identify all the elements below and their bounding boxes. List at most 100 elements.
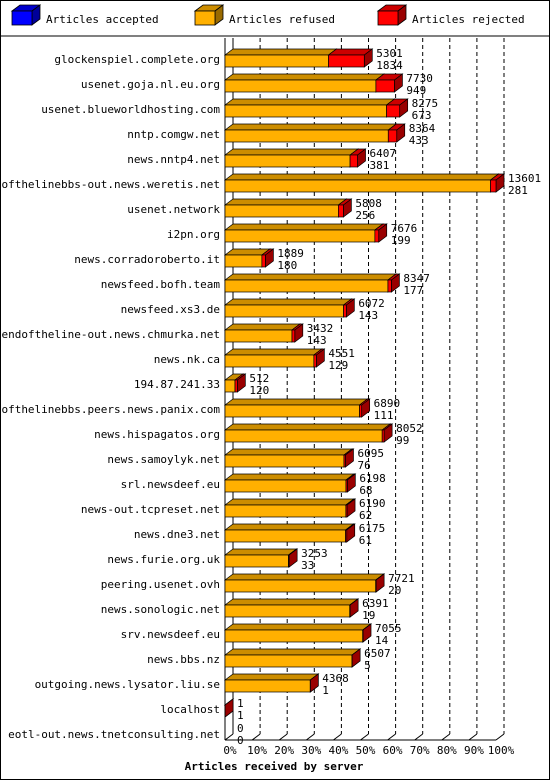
bar-refused <box>224 679 311 693</box>
rejected-value-label: 673 <box>412 109 432 122</box>
bar-refused <box>224 154 351 168</box>
bar-refused-top <box>223 598 359 606</box>
bar-rejected <box>345 479 348 493</box>
rejected-value-label: 1 <box>237 709 244 722</box>
bar-rejected <box>291 329 296 343</box>
x-tick-label: 90% <box>464 744 484 757</box>
rejected-value-label: 1834 <box>376 59 403 72</box>
bar-rejected <box>313 354 317 368</box>
rejected-value-label: 120 <box>249 384 269 397</box>
server-label: i2pn.org <box>167 228 220 241</box>
refused-value-label: 0 <box>237 722 244 735</box>
rejected-value-label: 180 <box>277 259 297 272</box>
x-tick-label: 80% <box>437 744 457 757</box>
bar-refused <box>224 104 387 118</box>
bar-refused <box>224 479 347 493</box>
bar-rejected <box>338 204 344 218</box>
x-tick <box>251 733 261 741</box>
legend-swatch <box>11 10 33 26</box>
bar-rejected <box>381 429 385 443</box>
refused-value-label: 8275 <box>412 97 439 110</box>
bar-rejected <box>328 54 365 68</box>
server-label: news.hispagatos.org <box>94 428 220 441</box>
rejected-value-label: 177 <box>403 284 423 297</box>
server-label: localhost <box>160 703 220 716</box>
server-label: eotl-out.news.tnetconsulting.net <box>8 728 220 741</box>
rejected-value-label: 20 <box>388 584 401 597</box>
bar-refused-top <box>223 298 353 306</box>
x-axis: 0% 10% 20% 30% 40% 50% 60% 70% 80% 90% 100% <box>223 733 515 757</box>
x-tick <box>414 733 424 741</box>
server-label: endofthelinebbs.peers.news.panix.com <box>0 403 220 416</box>
bar-refused-top <box>223 498 355 506</box>
refused-value-label: 3432 <box>307 322 334 335</box>
bar-rejected <box>345 504 348 518</box>
bar-refused <box>224 554 289 568</box>
refused-value-label: 6095 <box>357 447 384 460</box>
x-tick-label: 10% <box>247 744 267 757</box>
server-label: news.nk.ca <box>154 353 220 366</box>
refused-value-label: 8364 <box>409 122 436 135</box>
refused-value-label: 1 <box>237 697 244 710</box>
rejected-value-label: 1 <box>322 684 329 697</box>
rejected-value-label: 143 <box>307 334 327 347</box>
x-axis-title: Articles received by server <box>185 760 364 773</box>
bar-refused-top <box>223 523 355 531</box>
server-label: usenet.goja.nl.eu.org <box>81 78 220 91</box>
bar-refused-top <box>223 323 302 331</box>
bar-rejected <box>261 254 266 268</box>
bar-refused <box>224 279 389 293</box>
refused-value-label: 7676 <box>391 222 418 235</box>
x-tick-label: 70% <box>410 744 430 757</box>
x-tick <box>387 733 396 741</box>
rejected-value-label: 111 <box>374 409 394 422</box>
legend-label: Articles rejected <box>412 13 525 26</box>
bar-refused-top <box>223 273 397 281</box>
refused-value-label: 6190 <box>359 497 386 510</box>
rejected-value-label: 129 <box>328 359 348 372</box>
rejected-value-label: 99 <box>396 434 409 447</box>
server-label: endofthelinebbs-out.news.weretis.net <box>0 178 220 191</box>
server-label: usenet.network <box>127 203 220 216</box>
bar-rejected <box>359 404 363 418</box>
refused-value-label: 7055 <box>375 622 402 635</box>
refused-value-label: 8347 <box>403 272 430 285</box>
bar-refused <box>224 454 345 468</box>
bar-refused-top <box>223 623 372 631</box>
bar-rejected <box>288 554 290 568</box>
bar-refused <box>224 404 360 418</box>
rejected-value-label: 381 <box>370 159 390 172</box>
server-label: newsfeed.bofh.team <box>101 278 221 291</box>
server-label: outgoing.news.lysator.liu.se <box>35 678 220 691</box>
refused-value-label: 7730 <box>406 72 433 85</box>
bar-refused <box>224 354 315 368</box>
bar-refused-top <box>223 398 369 406</box>
rejected-value-label: 62 <box>359 509 372 522</box>
bar-refused-top <box>223 648 362 656</box>
x-tick <box>333 733 342 741</box>
refused-value-label: 512 <box>249 372 269 385</box>
refused-value-label: 6507 <box>364 647 391 660</box>
refused-value-label: 6407 <box>370 147 397 160</box>
bar-rejected <box>387 129 398 143</box>
server-label: usenet.blueworldhosting.com <box>41 103 220 116</box>
server-label: glockenspiel.complete.org <box>54 53 220 66</box>
server-label: news.bbs.nz <box>147 653 220 666</box>
bar-refused-top <box>223 223 384 231</box>
bar-rejected <box>375 79 395 93</box>
refused-value-label: 3253 <box>301 547 328 560</box>
x-tick <box>278 733 288 741</box>
bar-refused-top <box>223 48 338 56</box>
x-tick-label: 20% <box>274 744 294 757</box>
x-tick-label: 100% <box>488 744 515 757</box>
bar-refused <box>224 604 351 618</box>
bar-refused-top <box>223 548 298 556</box>
rejected-value-label: 199 <box>391 234 411 247</box>
bar-refused-top <box>223 98 396 106</box>
bar-refused-top <box>223 73 385 81</box>
refused-value-label: 7721 <box>388 572 415 585</box>
refused-value-label: 4551 <box>328 347 355 360</box>
rejected-value-label: 433 <box>409 134 429 147</box>
legend: Articles accepted Articles refused Article… <box>10 4 525 26</box>
